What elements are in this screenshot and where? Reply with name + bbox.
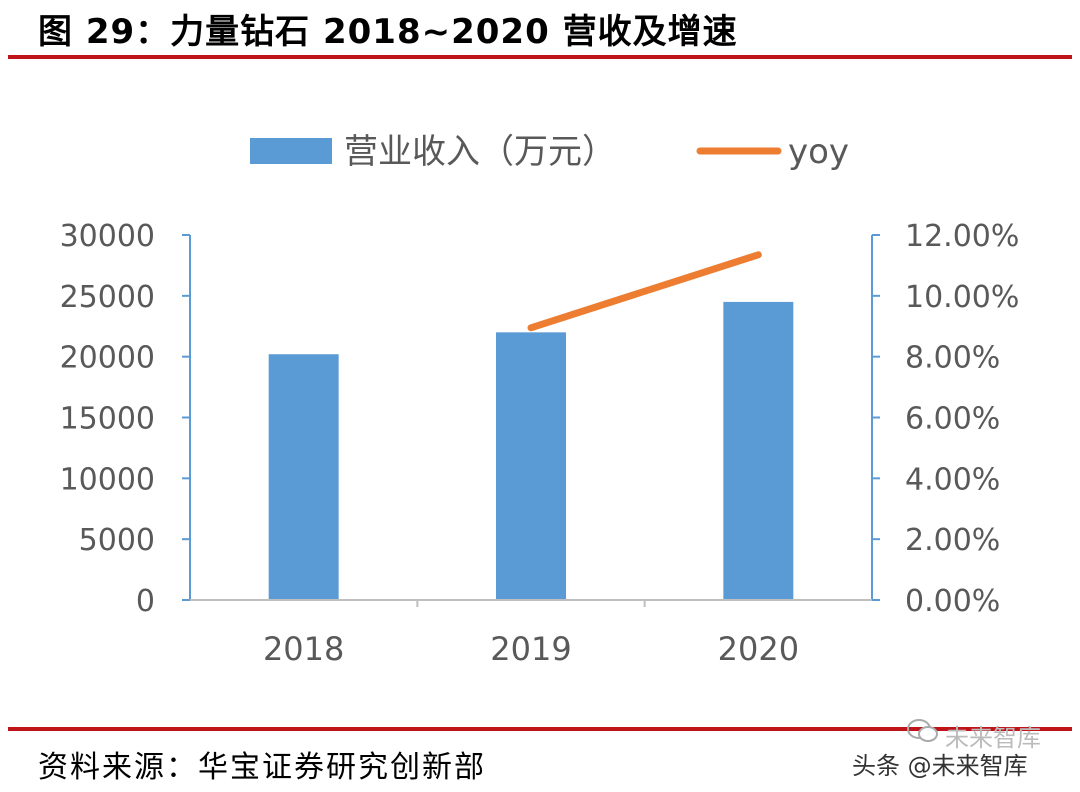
right-tick-label: 2.00% bbox=[905, 523, 1000, 558]
right-tick-label: 10.00% bbox=[905, 280, 1019, 315]
legend: 营业收入（万元） yoy bbox=[250, 132, 849, 172]
right-tick-label: 0.00% bbox=[905, 584, 1000, 619]
left-tick-label: 5000 bbox=[79, 523, 155, 558]
left-tick-label: 10000 bbox=[60, 462, 155, 497]
x-tick-label: 2020 bbox=[718, 630, 799, 668]
line-series bbox=[527, 251, 762, 332]
legend-swatch-revenue bbox=[250, 138, 332, 164]
yoy-line bbox=[527, 251, 762, 332]
left-tick-label: 30000 bbox=[60, 219, 155, 254]
right-tick-label: 4.00% bbox=[905, 462, 1000, 497]
wechat-icon bbox=[907, 719, 938, 742]
legend-label-yoy: yoy bbox=[788, 132, 849, 172]
chart: 营业收入（万元） yoy 0 5000 10000 15000 20000 25000 300… bbox=[60, 132, 1020, 668]
right-tick-label: 12.00% bbox=[905, 219, 1019, 254]
axes: 0 5000 10000 15000 20000 25000 30000 0.00% 2.00%… bbox=[60, 219, 1020, 668]
left-tick-label: 15000 bbox=[60, 402, 155, 437]
right-tick-label: 6.00% bbox=[905, 402, 1000, 437]
bar-2018 bbox=[268, 354, 339, 600]
figure-title: 图 29：力量钻石 2018~2020 营收及增速 bbox=[38, 12, 738, 52]
bar-2019 bbox=[496, 332, 566, 600]
right-tick-label: 8.00% bbox=[905, 341, 1000, 376]
bottom-rule bbox=[8, 727, 1072, 731]
left-tick-label: 25000 bbox=[60, 280, 155, 315]
source-note: 资料来源：华宝证券研究创新部 bbox=[38, 750, 486, 785]
x-tick-label: 2019 bbox=[490, 630, 571, 668]
x-tick-label: 2018 bbox=[263, 630, 344, 668]
top-rule bbox=[8, 55, 1072, 59]
bar-2020 bbox=[723, 301, 794, 600]
watermark: 头条 @未来智库 bbox=[852, 752, 1028, 780]
left-tick-label: 20000 bbox=[60, 341, 155, 376]
legend-label-revenue: 营业收入（万元） bbox=[344, 132, 616, 172]
left-tick-label: 0 bbox=[136, 584, 155, 619]
bar-series bbox=[268, 301, 794, 600]
watermark-brand: 未来智库 bbox=[945, 724, 1041, 752]
